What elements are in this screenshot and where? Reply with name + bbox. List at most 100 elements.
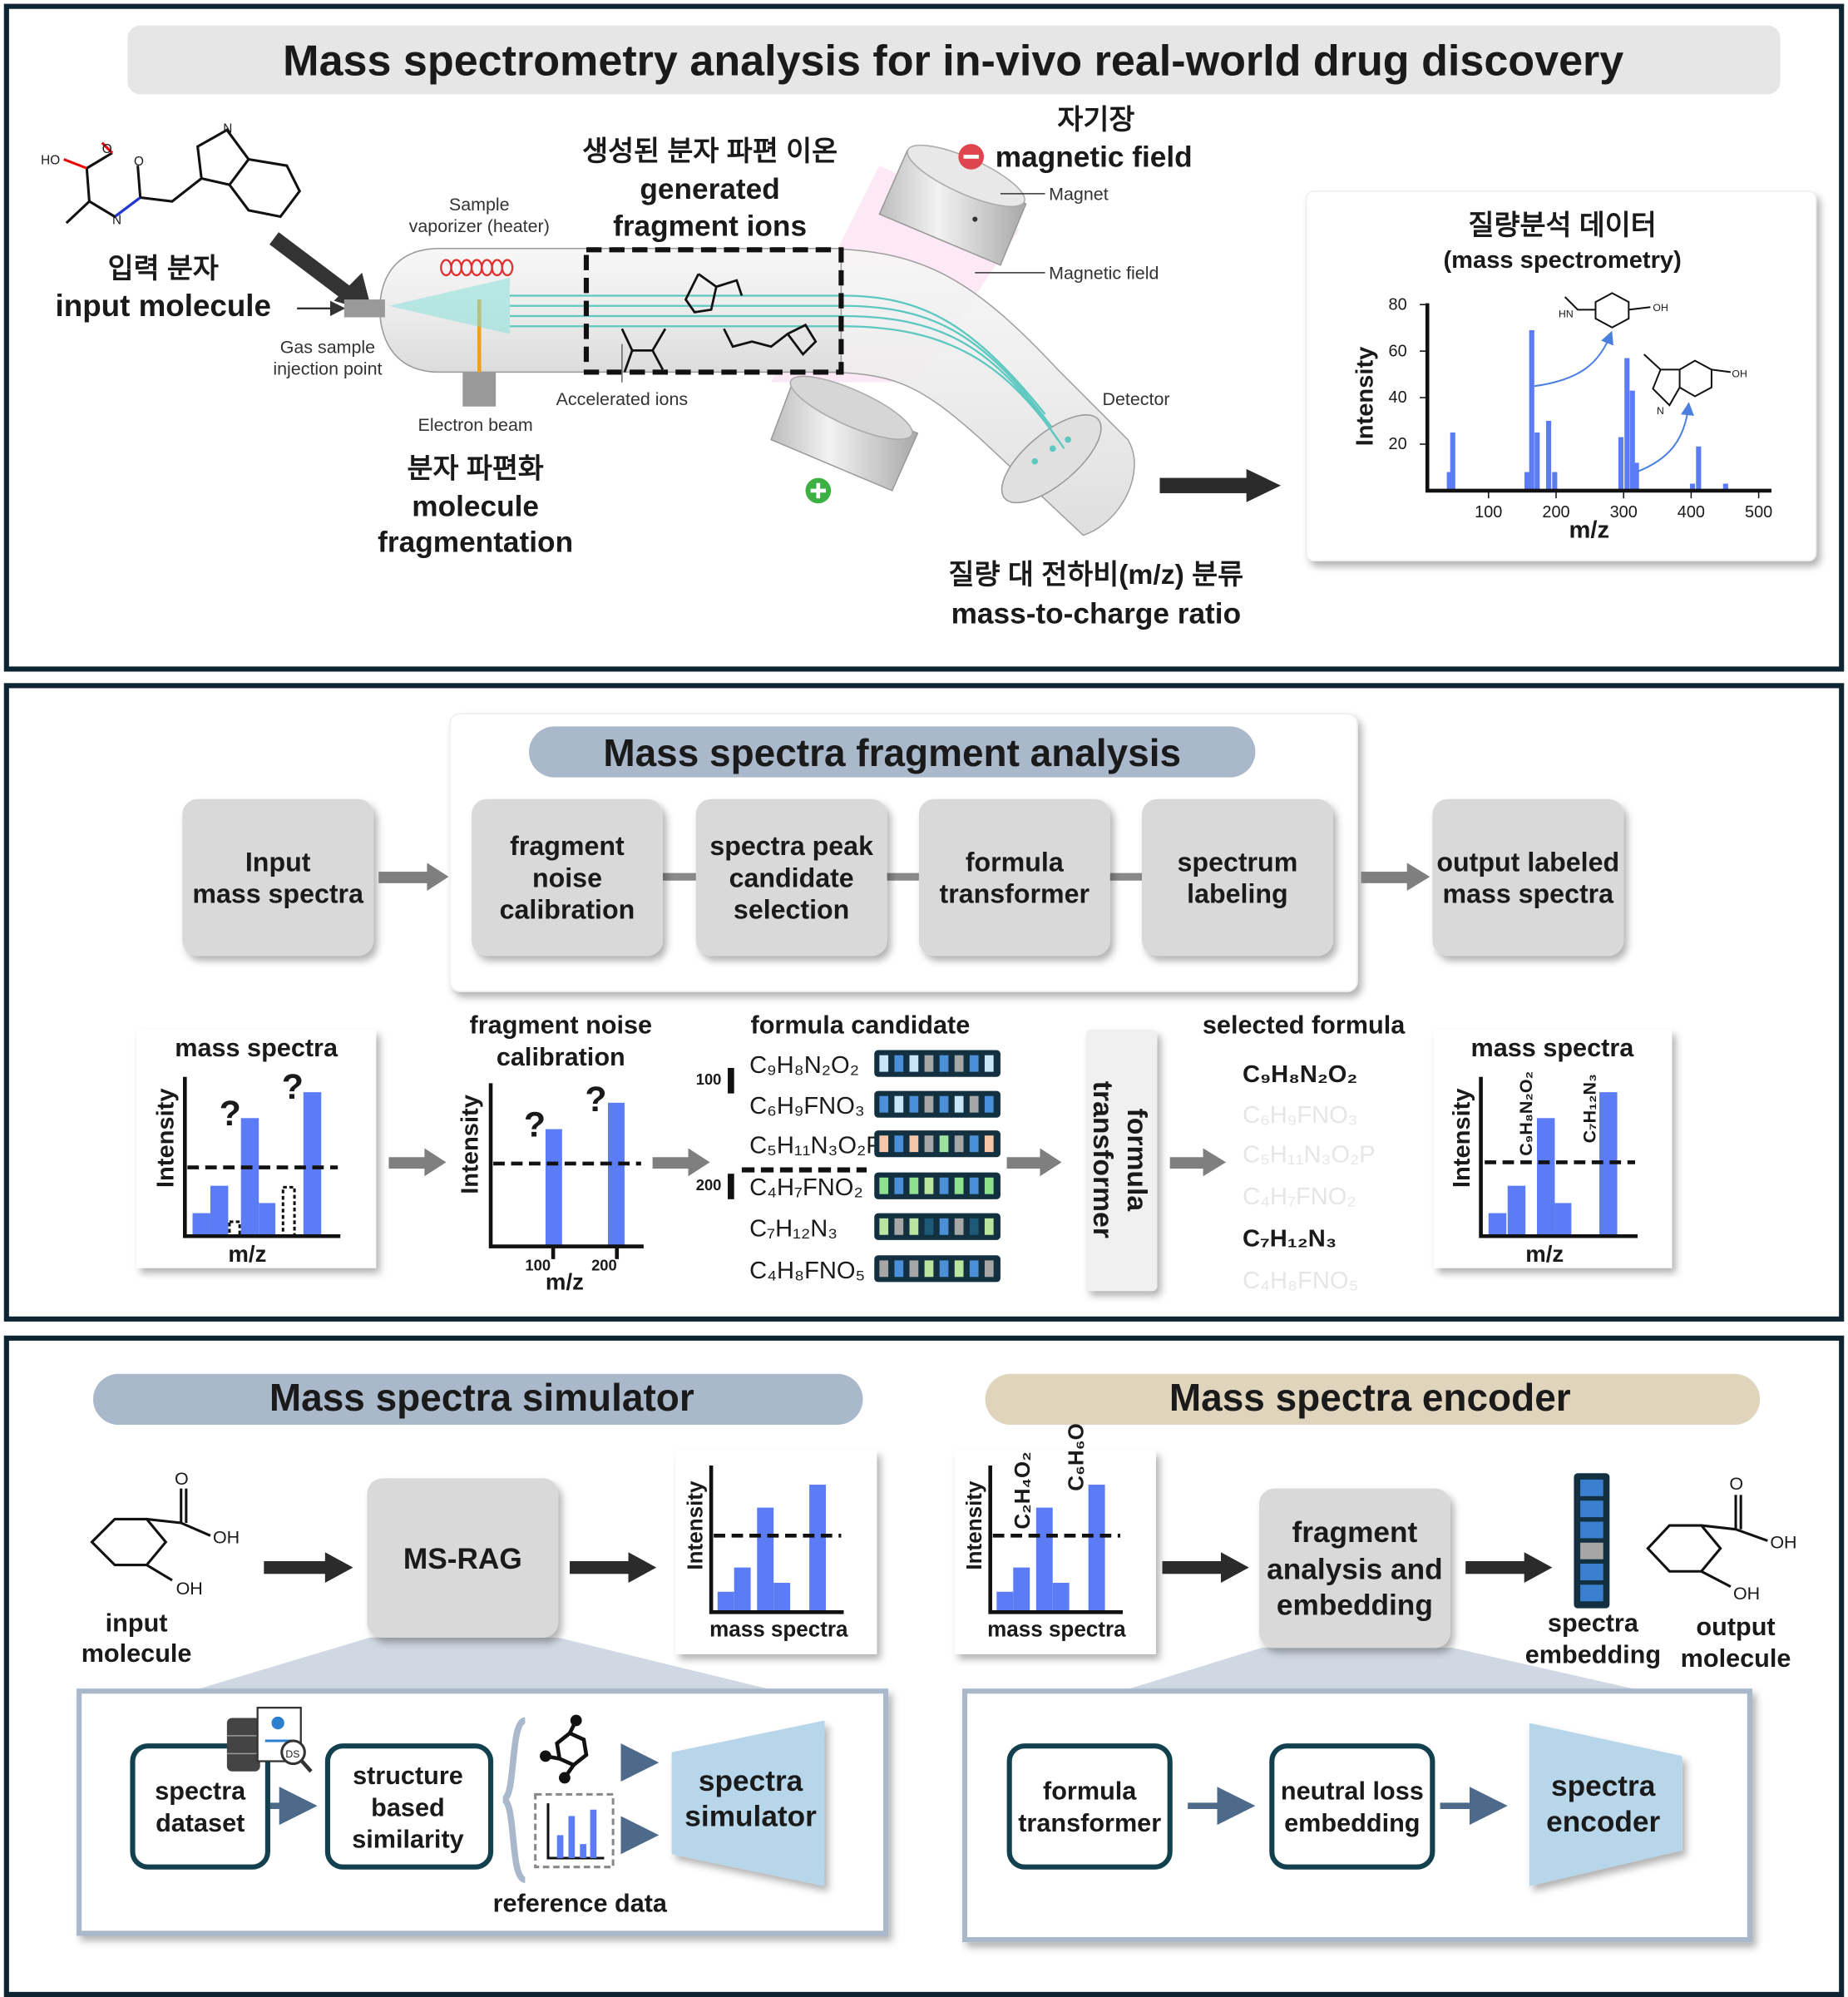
neutral-loss-label: embedding (1284, 1809, 1420, 1837)
structure-similarity-box (324, 1743, 494, 1870)
embedding-cell (909, 1177, 919, 1194)
simulator-title: Mass spectra simulator (269, 1376, 694, 1419)
spectrum-bar (1599, 1092, 1618, 1237)
fragment-ions-highlight-box (583, 247, 844, 375)
vaporizer-label: vaporizer (heater) (409, 216, 550, 236)
spectrum-bar (773, 1583, 791, 1613)
fragment-analysis-label: fragment (1292, 1516, 1418, 1549)
annotation-arrow (1637, 402, 1694, 472)
unknown-peak-mark: ? (524, 1105, 546, 1145)
gas-sample-label: Gas sample (280, 337, 375, 357)
spectrum-bar (240, 1118, 259, 1237)
unknown-peak-mark: ? (220, 1094, 241, 1134)
pipeline-group (449, 713, 1358, 992)
brace (502, 1717, 526, 1883)
neutral-loss-embedding-box (1269, 1743, 1435, 1870)
embedding-cell (894, 1260, 904, 1278)
spectrum-bar (1552, 472, 1558, 491)
formula-embedding (874, 1090, 1001, 1118)
y-tick-label: 60 (1389, 342, 1407, 360)
fragment-analysis-label: analysis and (1267, 1553, 1443, 1585)
spectrum-bar (1633, 462, 1639, 491)
peak-label: C₉H₈N₂O₂ (1516, 1071, 1536, 1156)
x-tick-label: 300 (1610, 503, 1638, 521)
spectrum-bar (210, 1185, 229, 1237)
selected-formula: C₉H₈N₂O₂ (1243, 1061, 1357, 1088)
fragment-ions-label-2: fragment ions (613, 210, 807, 242)
electron-beam-label: Electron beam (418, 415, 533, 435)
spectrum-bar (757, 1507, 774, 1613)
chart-subtitle: (mass spectrometry) (1443, 247, 1681, 274)
arrow (570, 1560, 631, 1574)
magnetic-field-label: magnetic field (996, 141, 1193, 174)
spectrum-bar (809, 1485, 827, 1613)
step-box (1432, 798, 1624, 956)
formula-transformer-label: transformer (1018, 1809, 1161, 1837)
spectra-dataset-box (130, 1743, 270, 1870)
embedding-cell (984, 1055, 994, 1072)
atom-label: HO (41, 154, 60, 168)
atom-label: N (112, 214, 121, 228)
vapor-cone (388, 278, 511, 334)
plus-sign (810, 482, 827, 499)
x-tick-label: 200 (1542, 503, 1569, 521)
input-molecule-label-ko: 입력 분자 (108, 253, 219, 284)
fragment-ions-label-1: generated (640, 173, 779, 205)
embedding-cell (954, 1177, 964, 1194)
spectrum-bar (1529, 329, 1534, 491)
atom-label: O (1729, 1474, 1743, 1494)
electron-gun (462, 372, 497, 407)
embedding-cell (969, 1055, 979, 1072)
fragmentation-label-2: fragmentation (378, 526, 573, 558)
selected-formulas: selected formula C₉H₈N₂O₂ C₆H₉FNO₃ C₅H₁₁N₃… (1203, 1011, 1406, 1294)
spectrum-bar (1524, 472, 1530, 491)
step-label: selection (734, 895, 849, 925)
spectra-encoder-label: spectra (1551, 1770, 1656, 1802)
chart-title: mass spectra (175, 1034, 338, 1062)
arrow (1006, 1157, 1043, 1169)
embedding-cell (954, 1260, 964, 1278)
x-tick: 100 (525, 1257, 551, 1274)
embedding-cell (909, 1095, 919, 1113)
candidate-formula: C₇H₁₂N₃ (749, 1215, 838, 1242)
embedding-cell (939, 1177, 949, 1194)
formula-transformer-label: formula (1121, 1109, 1153, 1212)
spectra-dataset-label: dataset (156, 1809, 245, 1837)
spectrum-bar (1088, 1485, 1105, 1613)
formula-embedding (874, 1172, 1001, 1199)
atom-label: N (223, 121, 232, 136)
spectrum-bar (734, 1567, 751, 1613)
step-label: transformer (940, 879, 1090, 909)
fragment-ions-label-ko: 생성된 분자 파편 이온 (582, 136, 838, 167)
spectrum-bar (1537, 1118, 1555, 1237)
page-title: Mass spectrometry analysis for in-vivo r… (283, 37, 1623, 85)
step-label: fragment (510, 831, 625, 861)
step-label: mass spectra (1442, 879, 1614, 909)
spectra-dataset-label: spectra (155, 1777, 246, 1806)
atom-label: N (1657, 405, 1664, 417)
output-spectra-chart: mass spectra Intensity m/z C₉H₈N₂O₂ C₇H₁… (1433, 1030, 1673, 1268)
encoder-title-pill (985, 1373, 1761, 1426)
spectra-simulator-block (671, 1720, 825, 1886)
embedding-cell (909, 1055, 919, 1072)
section-title: Mass spectra fragment analysis (603, 731, 1181, 774)
input-molecule-label: molecule (82, 1639, 192, 1668)
panel-mass-spectrometry: Mass spectrometry analysis for in-vivo r… (3, 3, 1845, 672)
spectrum-bar (717, 1591, 734, 1613)
embedding-cell (939, 1055, 949, 1072)
magnetic-field-small-label: Magnetic field (1049, 264, 1159, 284)
embedding-cell (879, 1218, 889, 1235)
embedding-cell (879, 1095, 889, 1113)
rejected-formula: C₄H₈FNO₅ (1243, 1268, 1358, 1294)
embedding-cell (1580, 1521, 1603, 1539)
embedding-cell (969, 1135, 979, 1153)
output-molecule-structure (1646, 1495, 1768, 1588)
atom-label: OH (176, 1579, 203, 1599)
section-title-pill (529, 726, 1256, 778)
embedding-cell (1580, 1584, 1603, 1602)
input-arrow (269, 232, 362, 307)
spectrum-bar (303, 1092, 322, 1237)
icon-text: DS (285, 1748, 299, 1760)
embedding-cell (894, 1177, 904, 1194)
